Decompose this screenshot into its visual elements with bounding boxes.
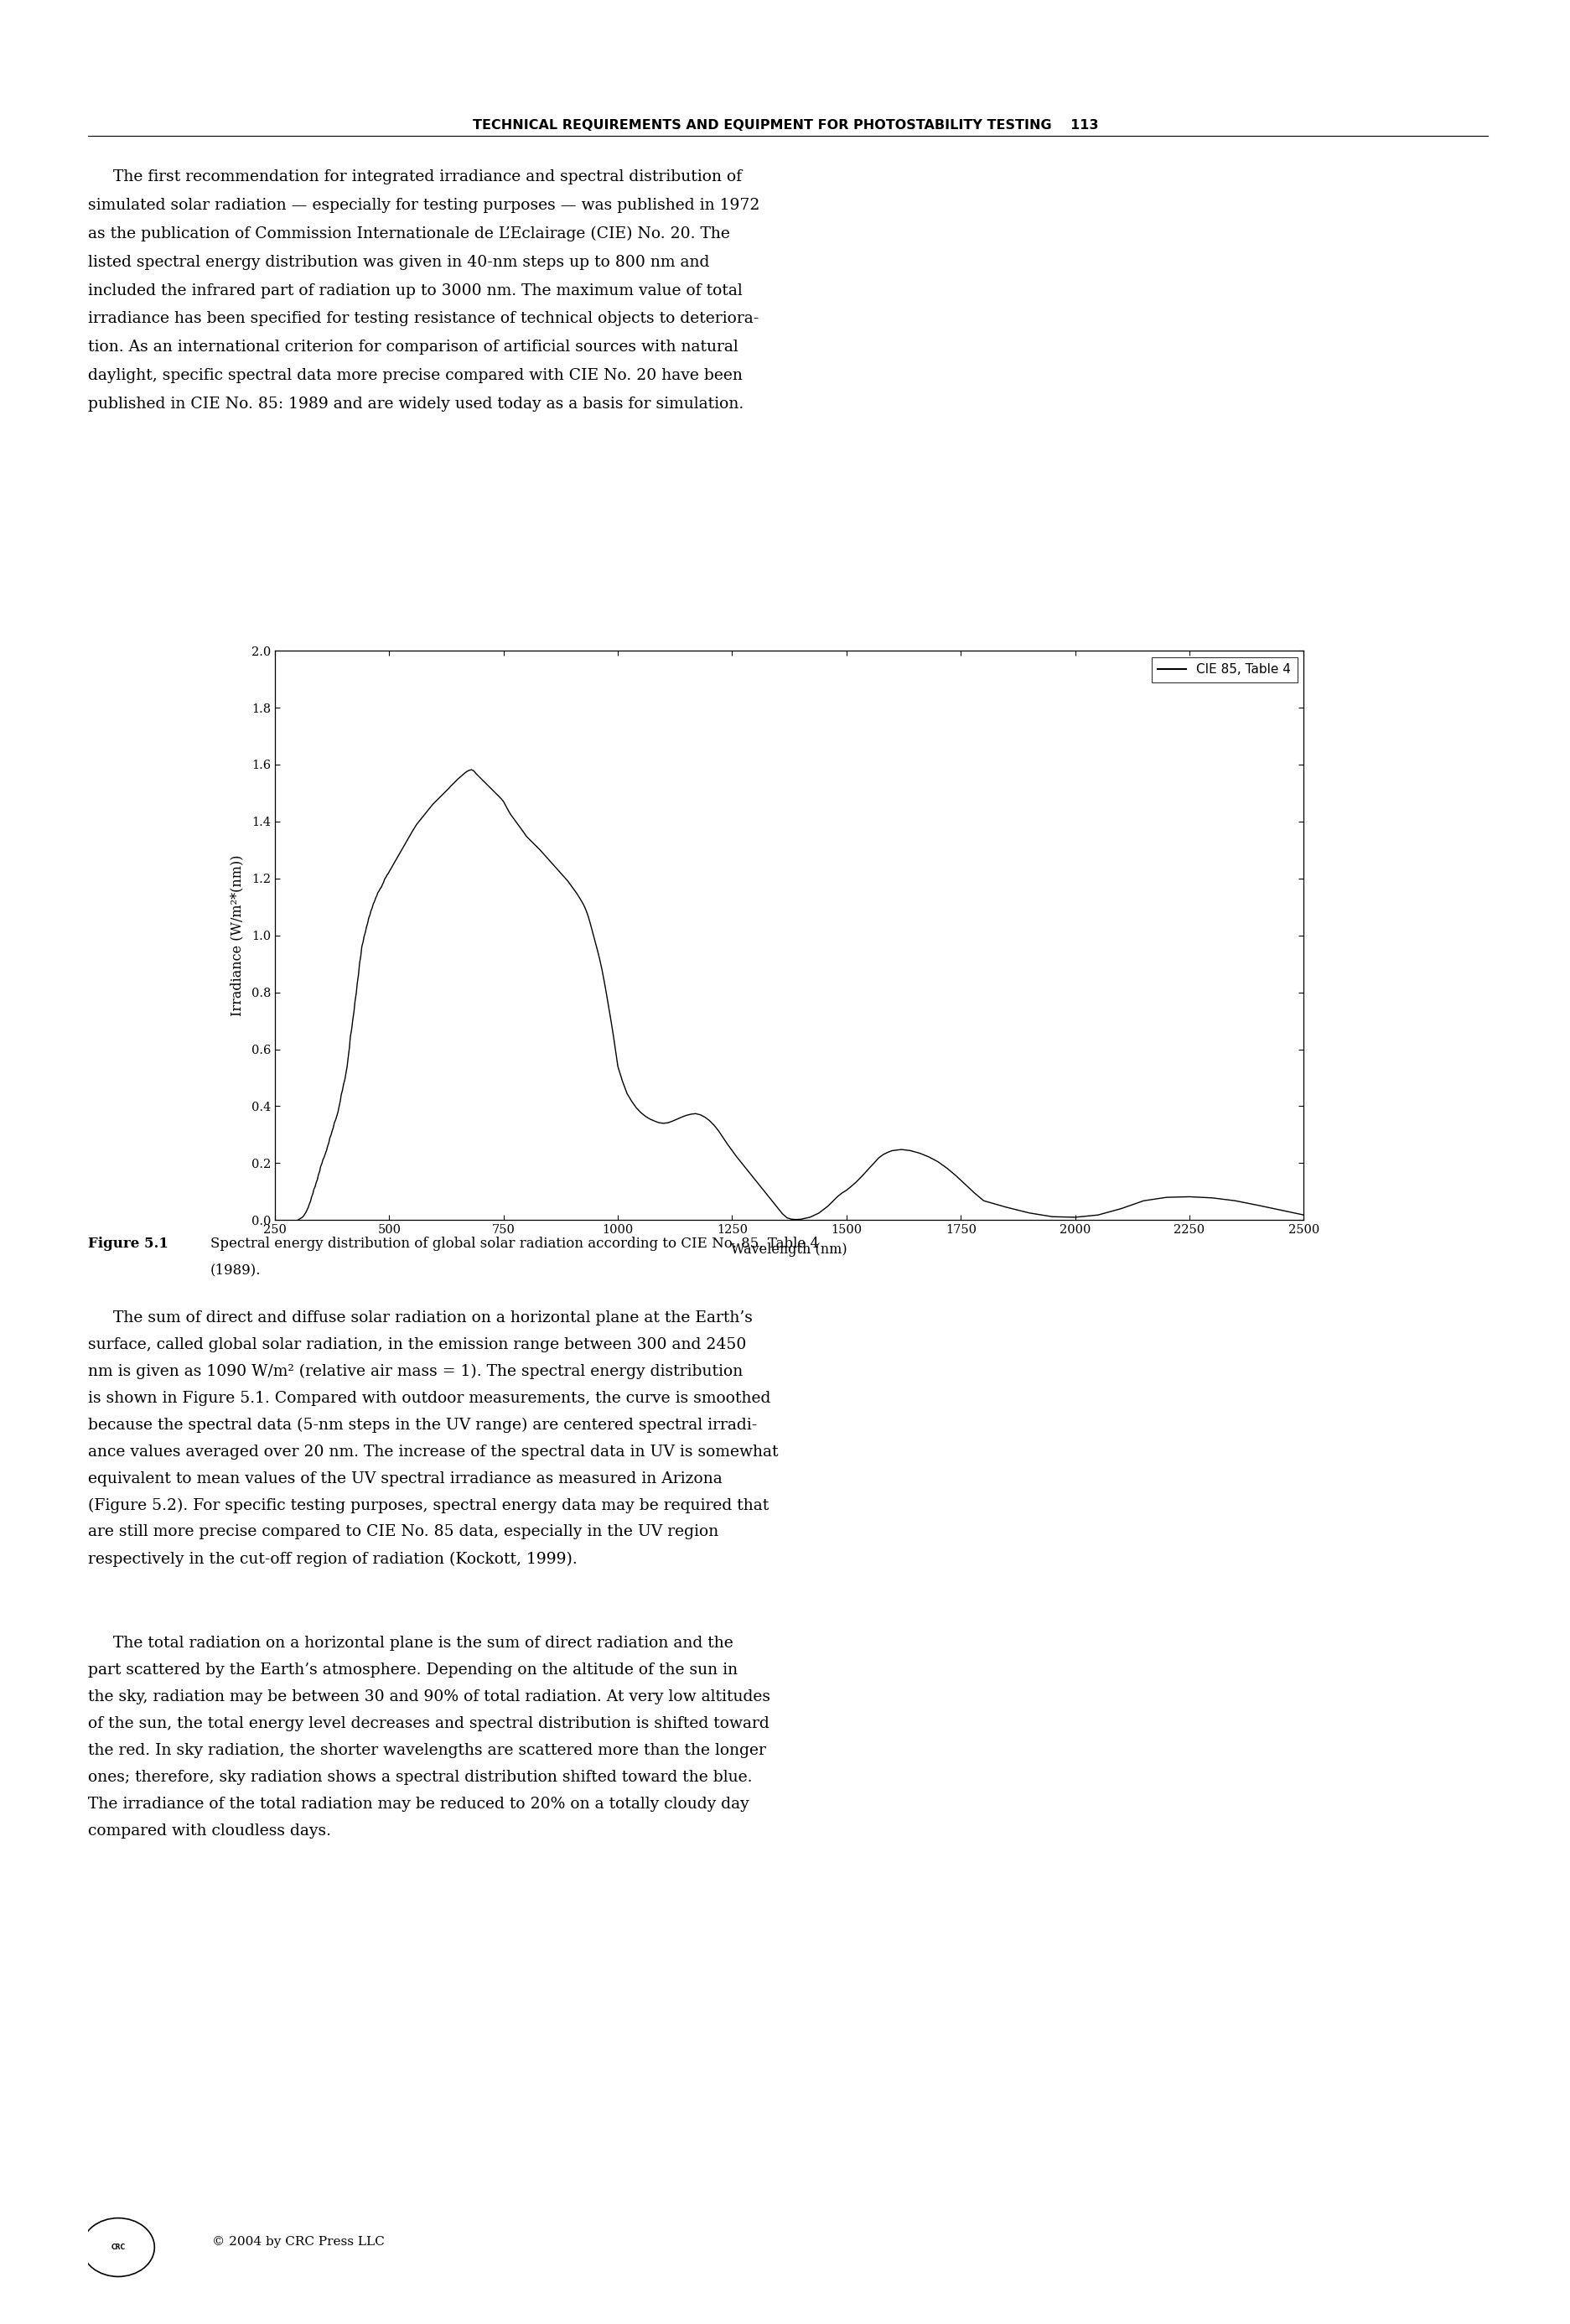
Text: compared with cloudless days.: compared with cloudless days. (88, 1824, 331, 1838)
Text: the sky, radiation may be between 30 and 90% of total radiation. At very low alt: the sky, radiation may be between 30 and… (88, 1690, 769, 1703)
Legend: CIE 85, Table 4: CIE 85, Table 4 (1151, 658, 1297, 683)
Text: nm is given as 1090 W/m² (relative air mass = 1). The spectral energy distributi: nm is given as 1090 W/m² (relative air m… (88, 1364, 743, 1380)
Text: CRC: CRC (111, 2243, 126, 2252)
Text: ones; therefore, sky radiation shows a spectral distribution shifted toward the : ones; therefore, sky radiation shows a s… (88, 1771, 752, 1785)
Text: equivalent to mean values of the UV spectral irradiance as measured in Arizona: equivalent to mean values of the UV spec… (88, 1471, 722, 1485)
Text: (1989).: (1989). (210, 1264, 261, 1278)
Text: TECHNICAL REQUIREMENTS AND EQUIPMENT FOR PHOTOSTABILITY TESTING    113: TECHNICAL REQUIREMENTS AND EQUIPMENT FOR… (473, 119, 1097, 130)
Text: is shown in Figure 5.1. Compared with outdoor measurements, the curve is smoothe: is shown in Figure 5.1. Compared with ou… (88, 1390, 771, 1406)
Text: The irradiance of the total radiation may be reduced to 20% on a totally cloudy : The irradiance of the total radiation ma… (88, 1796, 749, 1810)
Text: (Figure 5.2). For specific testing purposes, spectral energy data may be require: (Figure 5.2). For specific testing purpo… (88, 1499, 768, 1513)
Text: The first recommendation for integrated irradiance and spectral distribution of: The first recommendation for integrated … (88, 170, 741, 184)
Text: published in CIE No. 85: 1989 and are widely used today as a basis for simulatio: published in CIE No. 85: 1989 and are wi… (88, 397, 743, 411)
Text: of the sun, the total energy level decreases and spectral distribution is shifte: of the sun, the total energy level decre… (88, 1715, 769, 1731)
Text: The total radiation on a horizontal plane is the sum of direct radiation and the: The total radiation on a horizontal plan… (88, 1636, 733, 1650)
Text: The sum of direct and diffuse solar radiation on a horizontal plane at the Earth: The sum of direct and diffuse solar radi… (88, 1311, 752, 1325)
Text: are still more precise compared to CIE No. 85 data, especially in the UV region: are still more precise compared to CIE N… (88, 1525, 717, 1538)
Text: © 2004 by CRC Press LLC: © 2004 by CRC Press LLC (212, 2236, 385, 2247)
Text: respectively in the cut-off region of radiation (Kockott, 1999).: respectively in the cut-off region of ra… (88, 1552, 576, 1566)
Text: Figure 5.1: Figure 5.1 (88, 1236, 168, 1250)
Text: irradiance has been specified for testing resistance of technical objects to det: irradiance has been specified for testin… (88, 311, 758, 325)
Text: ance values averaged over 20 nm. The increase of the spectral data in UV is some: ance values averaged over 20 nm. The inc… (88, 1443, 777, 1459)
Text: as the publication of Commission Internationale de L’Eclairage (CIE) No. 20. The: as the publication of Commission Interna… (88, 225, 730, 242)
Text: because the spectral data (5-nm steps in the UV range) are centered spectral irr: because the spectral data (5-nm steps in… (88, 1418, 757, 1434)
Text: daylight, specific spectral data more precise compared with CIE No. 20 have been: daylight, specific spectral data more pr… (88, 367, 743, 383)
Text: tion. As an international criterion for comparison of artificial sources with na: tion. As an international criterion for … (88, 339, 738, 356)
X-axis label: Wavelength (nm): Wavelength (nm) (732, 1243, 846, 1257)
Text: simulated solar radiation — especially for testing purposes — was published in 1: simulated solar radiation — especially f… (88, 198, 760, 214)
Text: listed spectral energy distribution was given in 40-nm steps up to 800 nm and: listed spectral energy distribution was … (88, 256, 710, 270)
Text: part scattered by the Earth’s atmosphere. Depending on the altitude of the sun i: part scattered by the Earth’s atmosphere… (88, 1664, 738, 1678)
Text: Spectral energy distribution of global solar radiation according to CIE No. 85, : Spectral energy distribution of global s… (210, 1236, 818, 1250)
Text: included the infrared part of radiation up to 3000 nm. The maximum value of tota: included the infrared part of radiation … (88, 284, 743, 297)
Text: surface, called global solar radiation, in the emission range between 300 and 24: surface, called global solar radiation, … (88, 1339, 746, 1353)
Text: the red. In sky radiation, the shorter wavelengths are scattered more than the l: the red. In sky radiation, the shorter w… (88, 1743, 766, 1757)
Y-axis label: Irradiance (W/m²*(nm)): Irradiance (W/m²*(nm)) (229, 855, 243, 1016)
